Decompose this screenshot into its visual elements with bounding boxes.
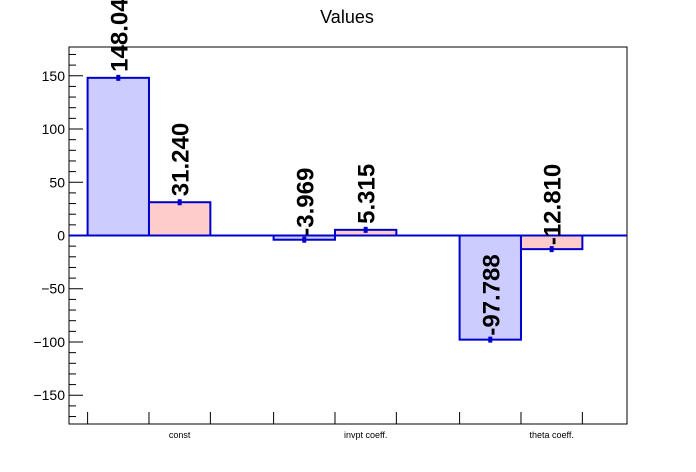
bar-value-label: -12.810 (540, 164, 567, 245)
bars-layer (86, 74, 584, 343)
axis-layer: −150 −100 −50 0 50 100 150 (33, 46, 628, 425)
chart-title: Values (320, 7, 374, 27)
error-marker (488, 336, 493, 343)
x-category-label: const (169, 430, 191, 440)
bar-value-label: -97.788 (478, 254, 505, 335)
error-marker (302, 236, 307, 243)
x-category-label: invpt coeff. (344, 430, 387, 440)
error-marker (363, 226, 368, 233)
bar (147, 201, 212, 237)
bar (86, 76, 150, 237)
y-tick-label: 0 (57, 228, 65, 244)
bar-value-label: 5.315 (354, 164, 381, 224)
error-marker (177, 199, 182, 206)
bar-value-label: 148.04 (106, 0, 133, 72)
error-marker (549, 246, 554, 253)
y-tick-label: −100 (33, 334, 65, 350)
error-marker (116, 74, 121, 81)
y-tick-label: −50 (41, 281, 65, 297)
y-tick-label: 150 (42, 68, 66, 84)
y-tick-label: −150 (33, 387, 65, 403)
bar-value-label: 31.240 (168, 123, 195, 196)
y-tick-label: 100 (42, 121, 66, 137)
x-category-label: theta coeff. (529, 430, 573, 440)
y-tick-label: 50 (49, 174, 65, 190)
bar-value-label: -3.969 (292, 168, 319, 236)
labels-layer: const invpt coeff. theta coeff. 148.04 -3.96… (106, 0, 574, 440)
